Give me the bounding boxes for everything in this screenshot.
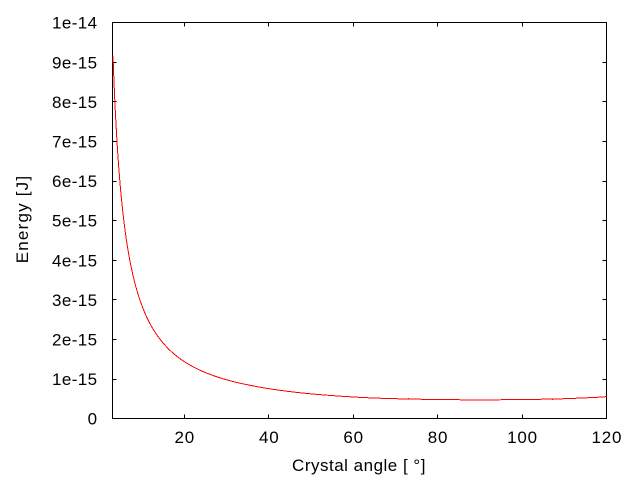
svg-text:80: 80 [428, 428, 449, 447]
svg-text:0: 0 [88, 410, 98, 429]
svg-text:7e-15: 7e-15 [52, 133, 97, 152]
svg-text:6e-15: 6e-15 [52, 172, 97, 191]
svg-text:Crystal angle [ °]: Crystal angle [ °] [292, 456, 426, 475]
svg-text:Energy [J]: Energy [J] [13, 175, 32, 264]
svg-text:60: 60 [343, 428, 364, 447]
svg-text:2e-15: 2e-15 [52, 331, 97, 350]
svg-text:20: 20 [175, 428, 196, 447]
svg-text:5e-15: 5e-15 [52, 212, 97, 231]
svg-text:4e-15: 4e-15 [52, 251, 97, 270]
svg-text:1e-15: 1e-15 [52, 370, 97, 389]
svg-text:1e-14: 1e-14 [52, 14, 97, 33]
svg-text:9e-15: 9e-15 [52, 53, 97, 72]
svg-text:8e-15: 8e-15 [52, 93, 97, 112]
svg-text:3e-15: 3e-15 [52, 291, 97, 310]
svg-text:40: 40 [259, 428, 280, 447]
svg-text:100: 100 [507, 428, 538, 447]
svg-text:120: 120 [592, 428, 623, 447]
